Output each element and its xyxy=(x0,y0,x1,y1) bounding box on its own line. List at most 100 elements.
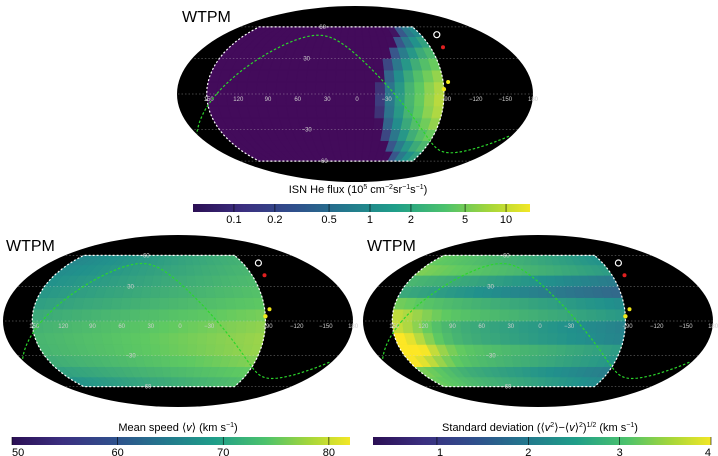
colorbar-tick-label: 5 xyxy=(462,214,468,226)
red-marker xyxy=(262,273,267,278)
panel-title: WTPM xyxy=(367,238,416,255)
data-cell xyxy=(305,93,317,107)
map-layer: 60 30 0 −30 −90 −120 −150 180 150 120 90 60 30 −30 −60 xyxy=(3,253,359,391)
data-cell xyxy=(528,332,539,345)
data-cell xyxy=(99,320,111,334)
data-cell xyxy=(479,308,491,322)
data-cell xyxy=(305,81,317,95)
data-cell xyxy=(345,117,356,130)
longitude-label: −30 xyxy=(382,97,393,103)
colorbar-tick-label: 10 xyxy=(500,214,512,226)
data-cell xyxy=(605,308,617,322)
data-cell xyxy=(545,274,557,287)
data-cell xyxy=(187,332,198,345)
longitude-label: 60 xyxy=(478,324,485,330)
data-cell xyxy=(595,308,607,322)
std-dev-panel: WTPM 60 30 0 −30 −90 −120 −150 180 150 120 90 60 30 −… xyxy=(363,235,718,456)
red-marker xyxy=(622,273,627,278)
data-cell xyxy=(305,69,318,83)
data-cell xyxy=(336,129,347,141)
data-cell xyxy=(149,285,161,298)
data-cell xyxy=(528,344,539,357)
data-cell xyxy=(537,344,548,357)
data-cell xyxy=(537,366,547,378)
data-cell xyxy=(138,308,150,322)
data-cell xyxy=(344,93,356,107)
colorbar-ticks: 1 2 3 4 xyxy=(436,437,712,456)
data-cell xyxy=(344,105,356,119)
data-cell xyxy=(158,297,169,310)
colorbar-tick-label: 2 xyxy=(525,447,531,456)
data-cell xyxy=(401,320,414,334)
data-cell xyxy=(537,264,547,276)
data-cell xyxy=(519,274,531,287)
data-cell xyxy=(537,355,548,368)
data-cell xyxy=(129,308,140,322)
graticule xyxy=(363,255,713,387)
data-cell xyxy=(149,344,161,357)
data-cell xyxy=(554,274,566,287)
data-cell xyxy=(363,117,375,130)
data-cell xyxy=(372,58,384,71)
longitude-label: 150 xyxy=(389,324,400,330)
longitude-label: −150 xyxy=(679,324,693,330)
data-cell xyxy=(545,264,555,276)
data-cell xyxy=(326,58,338,71)
yellow-marker xyxy=(623,314,628,319)
data-cell xyxy=(529,264,539,276)
data-cell xyxy=(430,320,443,334)
data-cell xyxy=(354,46,365,59)
data-cell xyxy=(346,140,356,152)
data-cell xyxy=(158,285,170,298)
mean-speed-panel: WTPM 60 30 0 −30 −90 −120 −150 180 150 120 90 60 30 −… xyxy=(3,235,359,456)
data-cell xyxy=(547,332,558,345)
data-cell xyxy=(537,332,548,345)
data-cell xyxy=(195,344,207,357)
data-cell xyxy=(80,308,92,322)
colorbar-label: Mean speed ⟨v⟩ (km s−1) xyxy=(118,422,237,434)
data-cell xyxy=(403,81,415,95)
data-cell xyxy=(245,93,258,107)
longitude-label: −90 xyxy=(622,324,633,330)
colorbar-label: ISN He flux (105 cm−2sr−1s−1) xyxy=(289,184,428,196)
data-cell xyxy=(205,297,217,310)
data-cell xyxy=(285,81,297,95)
data-cell xyxy=(545,355,557,368)
data-cell xyxy=(354,69,366,83)
data-cell xyxy=(391,308,404,322)
data-cell xyxy=(334,81,346,95)
data-cell xyxy=(354,81,366,95)
data-cell xyxy=(518,332,529,345)
latitude-label: −60 xyxy=(501,385,512,391)
data-cell xyxy=(159,355,171,368)
data-cell xyxy=(381,58,394,71)
data-cell xyxy=(364,81,376,95)
data-cell xyxy=(499,332,511,345)
data-cell xyxy=(345,58,356,71)
colorbar-tick-label: 80 xyxy=(323,447,335,456)
data-cell xyxy=(119,308,131,322)
data-cell xyxy=(459,308,471,322)
ecliptic-line xyxy=(21,320,43,361)
data-cell xyxy=(527,320,539,334)
data-cell xyxy=(335,117,347,130)
longitude-label: −150 xyxy=(319,324,333,330)
data-cell xyxy=(177,332,188,345)
colorbar-tick-label: 70 xyxy=(217,447,229,456)
data-cell xyxy=(194,274,206,287)
data-cell xyxy=(364,105,375,119)
data-cell xyxy=(158,344,170,357)
data-cell xyxy=(381,117,394,130)
data-cell xyxy=(565,332,577,345)
latitude-label: 30 xyxy=(127,284,134,290)
data-cell xyxy=(177,366,187,378)
data-cell xyxy=(168,285,179,298)
data-cell xyxy=(411,308,423,322)
longitude-label: 30 xyxy=(507,324,514,330)
data-cell xyxy=(158,332,169,345)
data-cell xyxy=(354,105,366,119)
data-cell xyxy=(363,46,374,59)
data-cell xyxy=(537,285,548,298)
colorbar-label: Standard deviation (⟨v2⟩−⟨v⟩2)1/2 (km s−… xyxy=(442,422,638,434)
data-cell xyxy=(362,36,373,48)
